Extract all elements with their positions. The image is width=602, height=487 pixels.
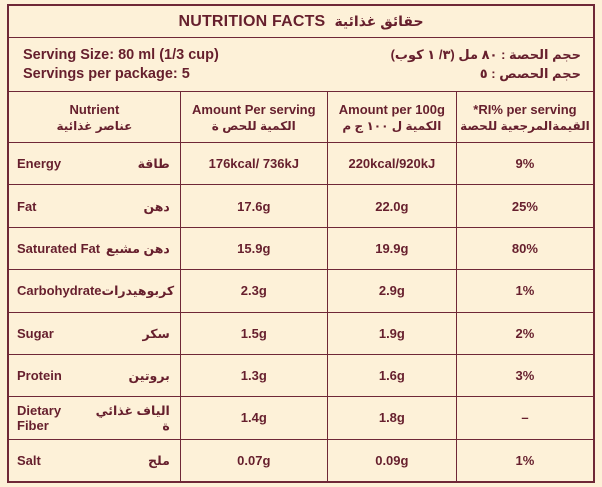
serving-size-ar: حجم الحصة : ٨٠ مل (٣/ ١ كوب) — [390, 47, 581, 62]
amount-per-serving: 1.5g — [179, 312, 327, 354]
amount-per-serving: 15.9g — [179, 227, 327, 270]
nutrient-name-en: Fat — [17, 198, 37, 214]
column-header-nutrient-en: Nutrient — [69, 101, 120, 117]
table-header-row: Nutrient عناصر غذائية Amount Per serving… — [9, 92, 593, 142]
nutrient-name-en: Protein — [17, 368, 62, 384]
table-row: Saturated Fat دهن مشبع 15.9g 19.9g 80% — [9, 226, 593, 270]
nutrient-name-cell: Carbohydrate كربوهيدرات — [9, 270, 180, 311]
nutrient-name-ar: دهن مشبع — [105, 241, 170, 256]
column-header-nutrient: Nutrient عناصر غذائية — [9, 92, 180, 142]
column-header-per-serving-en: Amount Per serving — [192, 101, 316, 117]
amount-per-100g: 1.9g — [326, 312, 456, 354]
column-header-per-100g-ar: الكمية ل ١٠٠ ج م — [342, 118, 442, 133]
nutrient-name-cell: Protein بروتين — [9, 355, 180, 396]
table-row: Dietary Fiber الياف غذائي ة 1.4g 1.8g – — [9, 396, 593, 439]
serving-info-en: Serving Size: 80 ml (1/3 cup) Servings p… — [23, 47, 219, 82]
amount-per-100g: 0.09g — [326, 439, 456, 481]
nutrient-name-en: Dietary Fiber — [17, 402, 62, 433]
ri-per-serving: 25% — [455, 185, 593, 227]
amount-per-100g: 1.6g — [326, 354, 456, 397]
amount-per-100g: 22.0g — [326, 185, 456, 227]
nutrient-name-cell: Fat دهن — [9, 185, 180, 226]
table-row: Fat دهن 17.6g 22.0g 25% — [9, 184, 593, 227]
ri-per-serving: 9% — [455, 143, 593, 185]
nutrient-name-en: Saturated Fat — [17, 240, 101, 256]
nutrient-name-ar: ملح — [147, 453, 170, 468]
nutrient-name-ar: كربوهيدرات — [101, 284, 175, 299]
table-row: Salt ملح 0.07g 0.09g 1% — [9, 438, 593, 481]
amount-per-100g: 2.9g — [326, 270, 456, 312]
amount-per-serving: 2.3g — [179, 270, 327, 312]
amount-per-serving: 17.6g — [179, 185, 327, 227]
column-header-per-100g-en: Amount per 100g — [338, 101, 445, 117]
amount-per-serving: 176kcal/ 736kJ — [179, 143, 327, 185]
ri-per-serving: 1% — [455, 439, 593, 481]
table-row: Protein بروتين 1.3g 1.6g 3% — [9, 353, 593, 397]
title-en: NUTRITION FACTS — [178, 12, 326, 30]
amount-per-serving: 1.4g — [179, 397, 327, 439]
column-header-per-serving-ar: الكمية للحص ة — [211, 118, 296, 133]
table-body: Energy طاقة 176kcal/ 736kJ 220kcal/920kJ… — [9, 142, 593, 481]
ri-per-serving: – — [455, 397, 593, 439]
nutrient-name-ar: سكر — [142, 326, 170, 341]
nutrient-name-cell: Energy طاقة — [9, 143, 180, 184]
nutrient-name-ar: طاقة — [137, 157, 170, 172]
table-row: Sugar سكر 1.5g 1.9g 2% — [9, 311, 593, 354]
nutrient-name-en: Salt — [17, 452, 41, 468]
nutrient-name-ar: بروتين — [128, 369, 170, 384]
nutrient-name-en: Energy — [17, 156, 62, 172]
amount-per-100g: 1.8g — [326, 397, 456, 439]
ri-per-serving: 2% — [455, 312, 593, 354]
column-header-ri-ar: القيمةالمرجعية للحصة — [460, 118, 590, 133]
title-row: NUTRITION FACTS حقائق غذائية — [9, 6, 593, 38]
title-ar: حقائق غذائية — [334, 13, 424, 29]
table-row: Carbohydrate كربوهيدرات 2.3g 2.9g 1% — [9, 269, 593, 312]
column-header-per-serving: Amount Per serving الكمية للحص ة — [179, 92, 327, 142]
nutrient-name-ar: دهن — [143, 199, 170, 214]
ri-per-serving: 3% — [455, 354, 593, 397]
ri-per-serving: 80% — [455, 227, 593, 270]
amount-per-serving: 0.07g — [179, 439, 327, 481]
servings-per-package-en: Servings per package: 5 — [23, 66, 190, 82]
serving-info-ar: حجم الحصة : ٨٠ مل (٣/ ١ كوب) حجم الحصص :… — [391, 47, 581, 82]
column-header-ri-en: *RI% per serving — [473, 101, 577, 117]
column-header-per-100g: Amount per 100g الكمية ل ١٠٠ ج م — [326, 92, 456, 142]
table-row: Energy طاقة 176kcal/ 736kJ 220kcal/920kJ… — [9, 142, 593, 185]
amount-per-100g: 19.9g — [326, 227, 456, 270]
amount-per-100g: 220kcal/920kJ — [326, 143, 456, 185]
column-header-nutrient-ar: عناصر غذائية — [56, 118, 133, 133]
nutrient-name-ar: الياف غذائي ة — [95, 403, 170, 433]
nutrition-facts-table: NUTRITION FACTS حقائق غذائية Serving Siz… — [7, 4, 595, 483]
servings-per-package-ar: حجم الحصص : ٥ — [479, 66, 581, 81]
column-header-ri: *RI% per serving القيمةالمرجعية للحصة — [455, 92, 593, 142]
nutrient-name-en: Carbohydrate — [17, 283, 102, 299]
amount-per-serving: 1.3g — [179, 354, 327, 397]
nutrient-name-cell: Sugar سكر — [9, 313, 180, 354]
serving-size-en: Serving Size: 80 ml (1/3 cup) — [23, 47, 219, 63]
nutrient-name-cell: Saturated Fat دهن مشبع — [9, 228, 180, 269]
nutrient-name-cell: Salt ملح — [9, 440, 180, 481]
nutrient-name-cell: Dietary Fiber الياف غذائي ة — [9, 397, 180, 438]
ri-per-serving: 1% — [455, 270, 593, 312]
nutrient-name-en: Sugar — [17, 325, 54, 341]
serving-info-row: Serving Size: 80 ml (1/3 cup) Servings p… — [9, 38, 593, 92]
